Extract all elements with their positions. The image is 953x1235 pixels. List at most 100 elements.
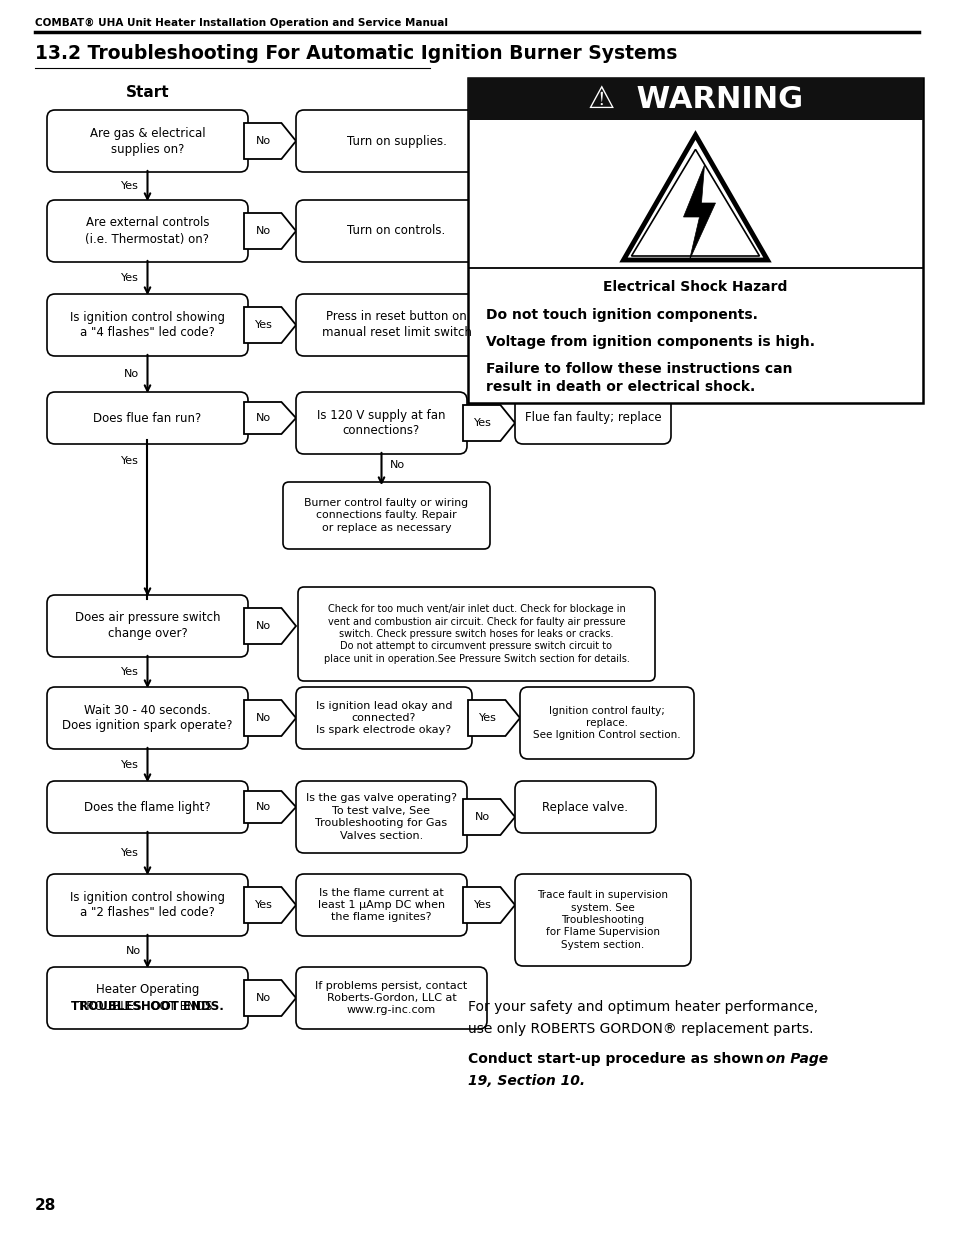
FancyBboxPatch shape [47,967,248,1029]
Polygon shape [244,887,295,923]
Text: Yes: Yes [120,273,138,283]
Polygon shape [462,799,515,835]
Text: No: No [126,946,141,956]
FancyBboxPatch shape [47,781,248,832]
Text: 13.2 Troubleshooting For Automatic Ignition Burner Systems: 13.2 Troubleshooting For Automatic Ignit… [35,44,677,63]
FancyBboxPatch shape [47,687,248,748]
FancyBboxPatch shape [47,294,248,356]
Text: Is ignition control showing
a "2 flashes" led code?: Is ignition control showing a "2 flashes… [70,890,225,920]
Text: Heater Operating
TROUBLESHOOT ENDS.: Heater Operating TROUBLESHOOT ENDS. [79,983,215,1013]
Polygon shape [244,212,295,249]
Text: No: No [124,369,139,379]
Text: No: No [256,226,271,236]
Text: Is the gas valve operating?
To test valve, See
Troubleshooting for Gas
Valves se: Is the gas valve operating? To test valv… [306,793,456,841]
Text: Yes: Yes [254,900,273,910]
FancyBboxPatch shape [515,781,656,832]
Text: Does the flame light?: Does the flame light? [84,800,211,814]
Text: Yes: Yes [474,900,491,910]
Text: Does air pressure switch
change over?: Does air pressure switch change over? [74,611,220,641]
Text: No: No [256,802,271,811]
Text: Electrical Shock Hazard: Electrical Shock Hazard [602,280,787,294]
FancyBboxPatch shape [515,874,690,966]
FancyBboxPatch shape [297,587,655,680]
FancyBboxPatch shape [47,595,248,657]
FancyBboxPatch shape [295,687,472,748]
Text: 19, Section 10.: 19, Section 10. [468,1074,584,1088]
FancyBboxPatch shape [295,391,467,454]
Polygon shape [244,981,295,1016]
FancyBboxPatch shape [515,391,670,445]
Text: Yes: Yes [120,667,138,677]
Text: Yes: Yes [120,182,138,191]
FancyBboxPatch shape [468,78,923,403]
Text: Do not touch ignition components.: Do not touch ignition components. [485,308,757,322]
Text: Yes: Yes [120,456,138,466]
Text: Voltage from ignition components is high.: Voltage from ignition components is high… [485,335,814,350]
Text: Is the flame current at
least 1 μAmp DC when
the flame ignites?: Is the flame current at least 1 μAmp DC … [317,888,445,923]
Text: No: No [256,136,271,146]
Polygon shape [631,149,759,256]
Text: Start: Start [126,85,169,100]
Text: Turn on supplies.: Turn on supplies. [346,135,446,147]
FancyBboxPatch shape [295,110,497,172]
Text: Does flue fan run?: Does flue fan run? [93,411,201,425]
Text: No: No [475,811,490,823]
Text: No: No [256,412,271,424]
Text: Is ignition lead okay and
connected?
Is spark electrode okay?: Is ignition lead okay and connected? Is … [315,700,452,735]
Polygon shape [244,790,295,823]
Text: No: No [256,993,271,1003]
FancyBboxPatch shape [295,874,467,936]
Text: Yes: Yes [254,320,273,330]
Text: No: No [256,713,271,722]
Text: If problems persist, contact
Roberts-Gordon, LLC at
www.rg-inc.com: If problems persist, contact Roberts-Gor… [315,981,467,1015]
Text: Are gas & electrical
supplies on?: Are gas & electrical supplies on? [90,126,205,156]
Text: Flue fan faulty; replace: Flue fan faulty; replace [524,411,660,425]
Polygon shape [244,403,295,433]
Polygon shape [623,135,767,261]
Text: Yes: Yes [120,760,138,769]
Polygon shape [462,887,515,923]
FancyBboxPatch shape [468,78,923,120]
FancyBboxPatch shape [47,391,248,445]
Polygon shape [244,308,295,343]
Text: For your safety and optimum heater performance,: For your safety and optimum heater perfo… [468,1000,818,1014]
Text: Burner control faulty or wiring
connections faulty. Repair
or replace as necessa: Burner control faulty or wiring connecti… [304,498,468,532]
Text: Conduct start-up procedure as shown: Conduct start-up procedure as shown [468,1052,768,1066]
Text: Check for too much vent/air inlet duct. Check for blockage in
vent and combustio: Check for too much vent/air inlet duct. … [323,604,629,663]
Text: on Page: on Page [765,1052,827,1066]
Text: Yes: Yes [474,417,491,429]
Text: Are external controls
(i.e. Thermostat) on?: Are external controls (i.e. Thermostat) … [86,216,210,246]
Text: ⚠  WARNING: ⚠ WARNING [587,84,802,114]
Text: No: No [256,621,271,631]
Polygon shape [244,608,295,643]
FancyBboxPatch shape [47,200,248,262]
FancyBboxPatch shape [295,200,497,262]
Text: Wait 30 - 40 seconds.
Does ignition spark operate?: Wait 30 - 40 seconds. Does ignition spar… [62,704,233,732]
Text: result in death or electrical shock.: result in death or electrical shock. [485,380,755,394]
Polygon shape [244,700,295,736]
Text: Turn on controls.: Turn on controls. [347,225,445,237]
Polygon shape [244,124,295,159]
Polygon shape [468,700,519,736]
Text: Trace fault in supervision
system. See
Troubleshooting
for Flame Supervision
Sys: Trace fault in supervision system. See T… [537,890,668,950]
Text: Failure to follow these instructions can: Failure to follow these instructions can [485,362,792,375]
Text: Is 120 V supply at fan
connections?: Is 120 V supply at fan connections? [317,409,445,437]
FancyBboxPatch shape [295,294,497,356]
Text: COMBAT® UHA Unit Heater Installation Operation and Service Manual: COMBAT® UHA Unit Heater Installation Ope… [35,19,448,28]
Polygon shape [462,405,515,441]
FancyBboxPatch shape [283,482,490,550]
Text: use only ROBERTS GORDON® replacement parts.: use only ROBERTS GORDON® replacement par… [468,1023,813,1036]
FancyBboxPatch shape [519,687,693,760]
Text: Ignition control faulty;
replace.
See Ignition Control section.: Ignition control faulty; replace. See Ig… [533,705,680,741]
Polygon shape [682,165,715,261]
Text: TROUBLESHOOT ENDS.: TROUBLESHOOT ENDS. [71,999,224,1013]
Text: No: No [390,459,405,471]
FancyBboxPatch shape [47,874,248,936]
Text: Is ignition control showing
a "4 flashes" led code?: Is ignition control showing a "4 flashes… [70,310,225,340]
Text: Yes: Yes [478,713,497,722]
FancyBboxPatch shape [47,110,248,172]
Text: Replace valve.: Replace valve. [542,800,628,814]
Text: Press in reset button on
manual reset limit switch: Press in reset button on manual reset li… [321,310,471,340]
FancyBboxPatch shape [295,967,486,1029]
FancyBboxPatch shape [295,781,467,853]
